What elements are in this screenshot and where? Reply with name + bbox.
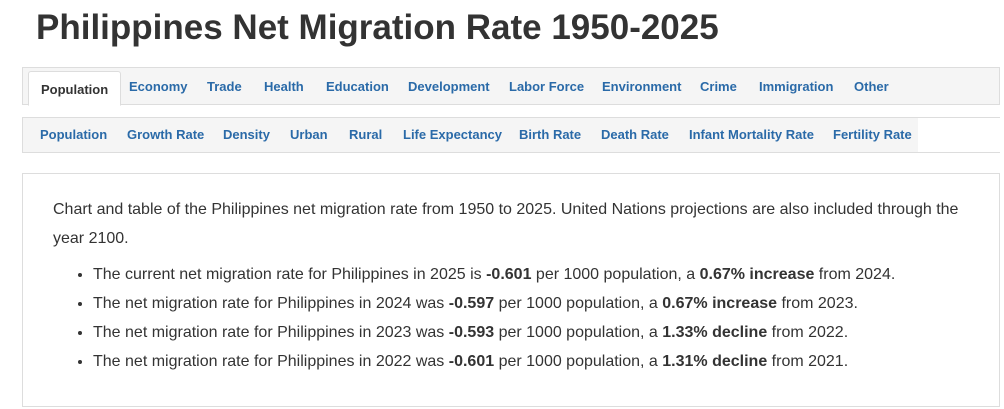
stat-text: per 1000 population, a: [531, 266, 700, 283]
subtab-growth-rate[interactable]: Growth Rate: [127, 127, 205, 142]
tab-trade[interactable]: Trade: [207, 79, 242, 94]
tab-other[interactable]: Other: [854, 79, 889, 94]
sub-tab-bar-filler: [918, 118, 1000, 152]
page-title: Philippines Net Migration Rate 1950-2025: [36, 8, 719, 47]
tab-health[interactable]: Health: [264, 79, 304, 94]
intro-text: Chart and table of the Philippines net m…: [53, 201, 959, 247]
stat-change: 0.67% increase: [699, 266, 815, 283]
stat-text: per 1000 population, a: [494, 295, 663, 312]
stat-value: -0.597: [448, 295, 495, 312]
list-item: The net migration rate for Philippines i…: [93, 318, 895, 347]
stats-list: The current net migration rate for Phili…: [53, 260, 895, 376]
subtab-rural[interactable]: Rural: [349, 127, 383, 142]
subtab-population[interactable]: Population: [40, 127, 108, 142]
stat-value: -0.601: [486, 266, 532, 283]
list-item: The net migration rate for Philippines i…: [93, 289, 895, 318]
tab-labor-force[interactable]: Labor Force: [509, 79, 585, 94]
stat-text: from 2023.: [777, 295, 858, 312]
tab-immigration[interactable]: Immigration: [759, 79, 834, 94]
stat-text: from 2024.: [814, 266, 896, 283]
stat-text: The current net migration rate for Phili…: [93, 266, 487, 283]
subtab-life-expectancy[interactable]: Life Expectancy: [403, 127, 502, 142]
stat-change: 0.67% increase: [662, 295, 778, 312]
list-item: The net migration rate for Philippines i…: [93, 347, 895, 376]
tab-development[interactable]: Development: [408, 79, 490, 94]
stat-text: The net migration rate for Philippines i…: [93, 353, 449, 370]
stat-text: per 1000 population, a: [494, 353, 663, 370]
stat-text: from 2021.: [767, 353, 849, 370]
stat-text: The net migration rate for Philippines i…: [93, 324, 449, 341]
stat-change: 1.31% decline: [662, 353, 768, 370]
tab-environment[interactable]: Environment: [602, 79, 682, 94]
subtab-birth-rate[interactable]: Birth Rate: [519, 127, 582, 142]
tab-crime[interactable]: Crime: [700, 79, 737, 94]
stat-text: per 1000 population, a: [494, 324, 663, 341]
stat-text: from 2022.: [767, 324, 849, 341]
sub-tab-bar: Population Growth Rate Density Urban Rur…: [22, 117, 1000, 153]
stat-value: -0.601: [448, 353, 495, 370]
subtab-fertility-rate[interactable]: Fertility Rate: [833, 127, 912, 142]
list-item: The current net migration rate for Phili…: [93, 260, 895, 289]
subtab-urban[interactable]: Urban: [290, 127, 328, 142]
subtab-infant-mortality-rate[interactable]: Infant Mortality Rate: [689, 127, 814, 142]
tab-education[interactable]: Education: [326, 79, 389, 94]
stat-change: 1.33% decline: [662, 324, 768, 341]
tab-economy[interactable]: Economy: [129, 79, 188, 94]
main-tab-bar: Population Economy Trade Health Educatio…: [22, 67, 1000, 106]
subtab-death-rate[interactable]: Death Rate: [601, 127, 669, 142]
subtab-density[interactable]: Density: [223, 127, 270, 142]
stat-value: -0.593: [448, 324, 495, 341]
content-panel: Chart and table of the Philippines net m…: [22, 173, 1000, 407]
stat-text: The net migration rate for Philippines i…: [93, 295, 449, 312]
tab-population[interactable]: Population: [28, 71, 122, 106]
